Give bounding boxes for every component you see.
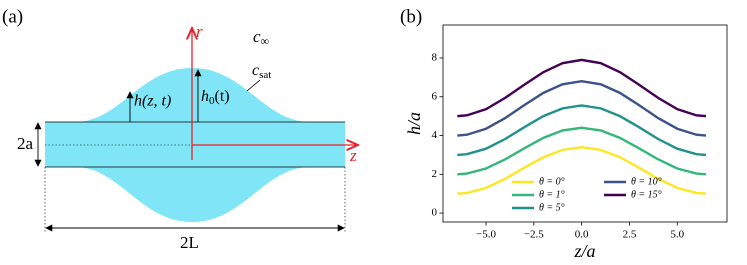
x-tick-label: 0.0 [575, 229, 589, 241]
panel-label: (b) [400, 6, 422, 27]
x-tick-label: −5.0 [476, 229, 496, 241]
c-inf: c∞ [253, 27, 269, 48]
y-tick-label: 0 [432, 207, 438, 219]
curve [457, 126, 707, 176]
x-tick-label: 2.5 [623, 229, 637, 241]
c-sat-leader [246, 79, 261, 92]
length-label: 2L [180, 233, 199, 252]
curve [457, 104, 707, 157]
x-axis-label: z/a [573, 241, 595, 261]
thickness-label: 2a [17, 134, 34, 153]
c-sat: csat [252, 62, 271, 81]
legend-label: θ = 10° [631, 176, 662, 187]
x-tick-label: −2.5 [524, 229, 544, 241]
h-label: h(z, t) [134, 93, 171, 110]
plot-frame [442, 24, 728, 223]
y-tick-label: 8 [432, 51, 438, 63]
x-tick-label: 5.0 [670, 229, 684, 241]
h0-label: h0(t) [201, 88, 230, 107]
legend-label: θ = 15° [631, 189, 662, 200]
z-label: z [349, 146, 357, 165]
curve [457, 80, 707, 137]
y-tick-label: 6 [432, 90, 438, 102]
y-tick-label: 4 [432, 129, 438, 141]
y-tick-label: 2 [432, 168, 438, 180]
panel-a: (a) r z c∞ csat h(z, t) h0(t) 2a 2L [2, 6, 358, 252]
panel-label: (a) [2, 6, 23, 27]
curve [457, 145, 707, 195]
r-label: r [196, 22, 203, 41]
legend-label: θ = 5° [539, 202, 565, 213]
panel-b: (b) −5.0 −2.5 0.0 2.5 5.0 0 2 4 6 8 z/a h/a θ = 0° θ … [400, 6, 728, 261]
legend-label: θ = 1° [539, 189, 565, 200]
curve [457, 58, 707, 118]
legend-label: θ = 0° [539, 176, 565, 187]
y-axis-label: h/a [404, 112, 424, 135]
